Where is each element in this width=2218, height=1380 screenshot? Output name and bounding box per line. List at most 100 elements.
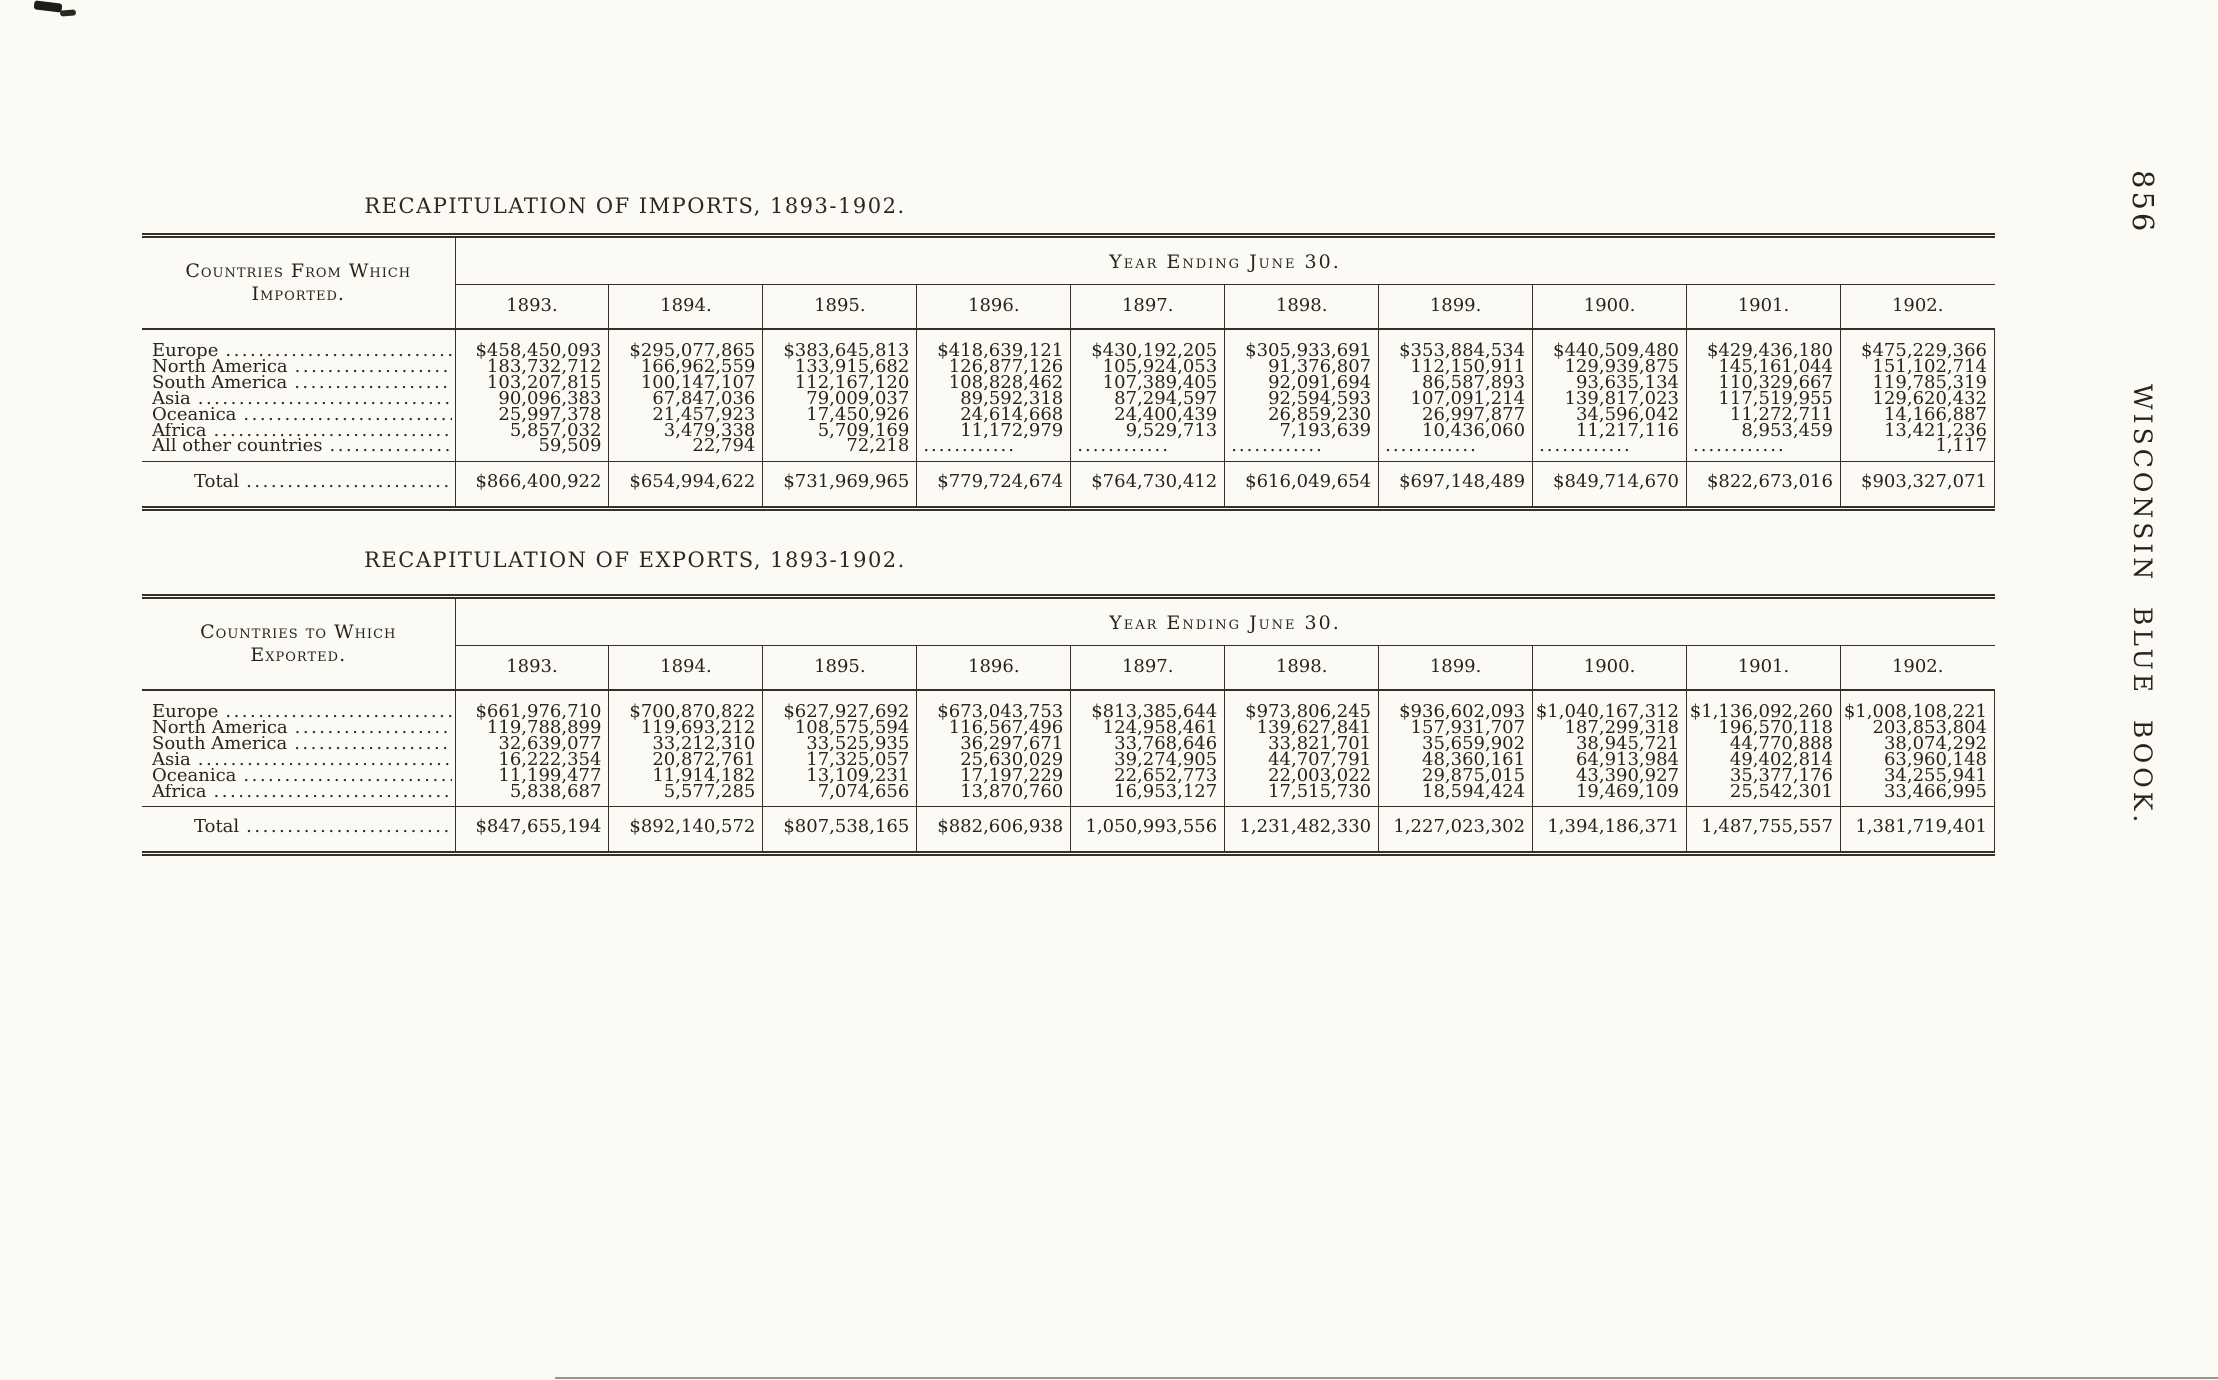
- year-header: 1894.: [608, 284, 764, 330]
- year-header: 1897.: [1070, 645, 1226, 691]
- cell: 92,594,593: [1224, 389, 1380, 407]
- cell: 33,768,646: [1070, 734, 1226, 752]
- cell: 105,924,053: [1070, 357, 1226, 375]
- cell: 203,853,804: [1840, 718, 1996, 736]
- row-label-cell: Africa..................................…: [142, 783, 456, 807]
- row-label-cell: Oceanica................................…: [142, 406, 456, 423]
- total-cell: $903,327,071: [1840, 461, 1996, 509]
- leader-dots: ........................................…: [294, 719, 452, 736]
- table-row: Asia....................................…: [142, 389, 1996, 407]
- table-row: Asia....................................…: [142, 750, 1996, 768]
- cell: 29,875,015: [1378, 766, 1534, 784]
- cell: 72,218: [762, 437, 918, 462]
- cell: 44,707,791: [1224, 750, 1380, 768]
- cell: 14,166,887: [1840, 405, 1996, 423]
- cell: 5,857,032: [455, 421, 610, 439]
- total-label-cell: Total...................................…: [142, 806, 456, 854]
- cell: $1,040,167,312: [1532, 690, 1687, 720]
- year-header: 1899.: [1378, 645, 1534, 691]
- leader-dots: ........................................…: [294, 735, 452, 752]
- cell: 16,953,127: [1070, 782, 1226, 807]
- year-header: 1897.: [1070, 284, 1226, 330]
- leader-dots: ........................................…: [197, 390, 452, 407]
- cell: 19,469,109: [1532, 782, 1687, 807]
- row-label-cell: North America...........................…: [142, 719, 456, 736]
- row-label-cell: Asia....................................…: [142, 751, 456, 768]
- total-cell: 1,381,719,401: [1840, 806, 1996, 854]
- cell: 183,732,712: [455, 357, 610, 375]
- table-row: Europe..................................…: [142, 690, 1996, 720]
- cell: 92,091,694: [1224, 373, 1380, 391]
- cell: $353,884,534: [1378, 329, 1534, 359]
- cell: 38,945,721: [1532, 734, 1687, 752]
- cell: 67,847,036: [608, 389, 764, 407]
- cell: 1,117: [1840, 437, 1996, 462]
- cell: 18,594,424: [1378, 782, 1534, 807]
- cell: 145,161,044: [1686, 357, 1841, 375]
- cell: 5,577,285: [608, 782, 764, 807]
- cell: 117,519,955: [1686, 389, 1841, 407]
- cell: 124,958,461: [1070, 718, 1226, 736]
- cell: 36,297,671: [916, 734, 1072, 752]
- year-span-header: Year Ending June 30.: [455, 235, 1995, 285]
- cell: 22,652,773: [1070, 766, 1226, 784]
- cell: $440,509,480: [1532, 329, 1687, 359]
- total-cell: $807,538,165: [762, 806, 918, 854]
- page-number: 856: [2126, 170, 2160, 235]
- cell: $429,436,180: [1686, 329, 1841, 359]
- total-cell: $866,400,922: [455, 461, 610, 509]
- cell: 110,329,667: [1686, 373, 1841, 391]
- total-cell: $847,655,194: [455, 806, 610, 854]
- row-label: Oceanica: [152, 767, 237, 784]
- cell: 32,639,077: [455, 734, 610, 752]
- year-header: 1893.: [455, 645, 610, 691]
- exports-table-title: RECAPITULATION OF EXPORTS, 1893-1902.: [364, 548, 906, 572]
- cell: 25,997,378: [455, 405, 610, 423]
- cell: 22,794: [608, 437, 764, 462]
- cell: ............: [1378, 437, 1534, 462]
- cell: 119,785,319: [1840, 373, 1996, 391]
- total-cell: $654,994,622: [608, 461, 764, 509]
- leader-dots: ........................................…: [294, 374, 452, 391]
- cell: 33,212,310: [608, 734, 764, 752]
- cell: 20,872,761: [608, 750, 764, 768]
- row-label: Europe: [152, 704, 219, 720]
- year-span-header: Year Ending June 30.: [455, 596, 1995, 646]
- cell: 112,167,120: [762, 373, 918, 391]
- cell: 25,630,029: [916, 750, 1072, 768]
- cell: 10,436,060: [1378, 421, 1534, 439]
- cell: $430,192,205: [1070, 329, 1226, 359]
- cell: 157,931,707: [1378, 718, 1534, 736]
- leader-dots: ........................................…: [225, 704, 451, 720]
- cell: 13,421,236: [1840, 421, 1996, 439]
- table-row: All other countries.....................…: [142, 437, 1996, 462]
- cell: 35,377,176: [1686, 766, 1841, 784]
- total-cell: $616,049,654: [1224, 461, 1380, 509]
- leader-dots: ........................................…: [213, 422, 452, 439]
- total-cell: 1,231,482,330: [1224, 806, 1380, 854]
- total-cell: $779,724,674: [916, 461, 1072, 509]
- cell: 48,360,161: [1378, 750, 1534, 768]
- row-label: Africa: [152, 422, 207, 439]
- cell: 8,953,459: [1686, 421, 1841, 439]
- cell: ............: [1224, 437, 1380, 462]
- total-row: Total...................................…: [142, 806, 1996, 854]
- exports-table: Countries to Which Exported. Year Ending…: [142, 594, 1996, 857]
- leader-dots: ........................................…: [213, 783, 452, 800]
- row-label-cell: Africa..................................…: [142, 422, 456, 439]
- side-title: WISCONSIN BLUE BOOK.: [2128, 384, 2157, 827]
- cell: 17,515,730: [1224, 782, 1380, 807]
- cell: 3,479,338: [608, 421, 764, 439]
- row-label: All other countries: [152, 438, 323, 455]
- cell: 112,150,911: [1378, 357, 1534, 375]
- cell: 91,376,807: [1224, 357, 1380, 375]
- cell: 21,457,923: [608, 405, 764, 423]
- total-cell: $892,140,572: [608, 806, 764, 854]
- table-row: Africa..................................…: [142, 782, 1996, 807]
- cell: 43,390,927: [1532, 766, 1687, 784]
- exports-table-section: Countries to Which Exported. Year Ending…: [142, 594, 1996, 857]
- year-header: 1895.: [762, 645, 918, 691]
- cell: 187,299,318: [1532, 718, 1687, 736]
- cell: 24,400,439: [1070, 405, 1226, 423]
